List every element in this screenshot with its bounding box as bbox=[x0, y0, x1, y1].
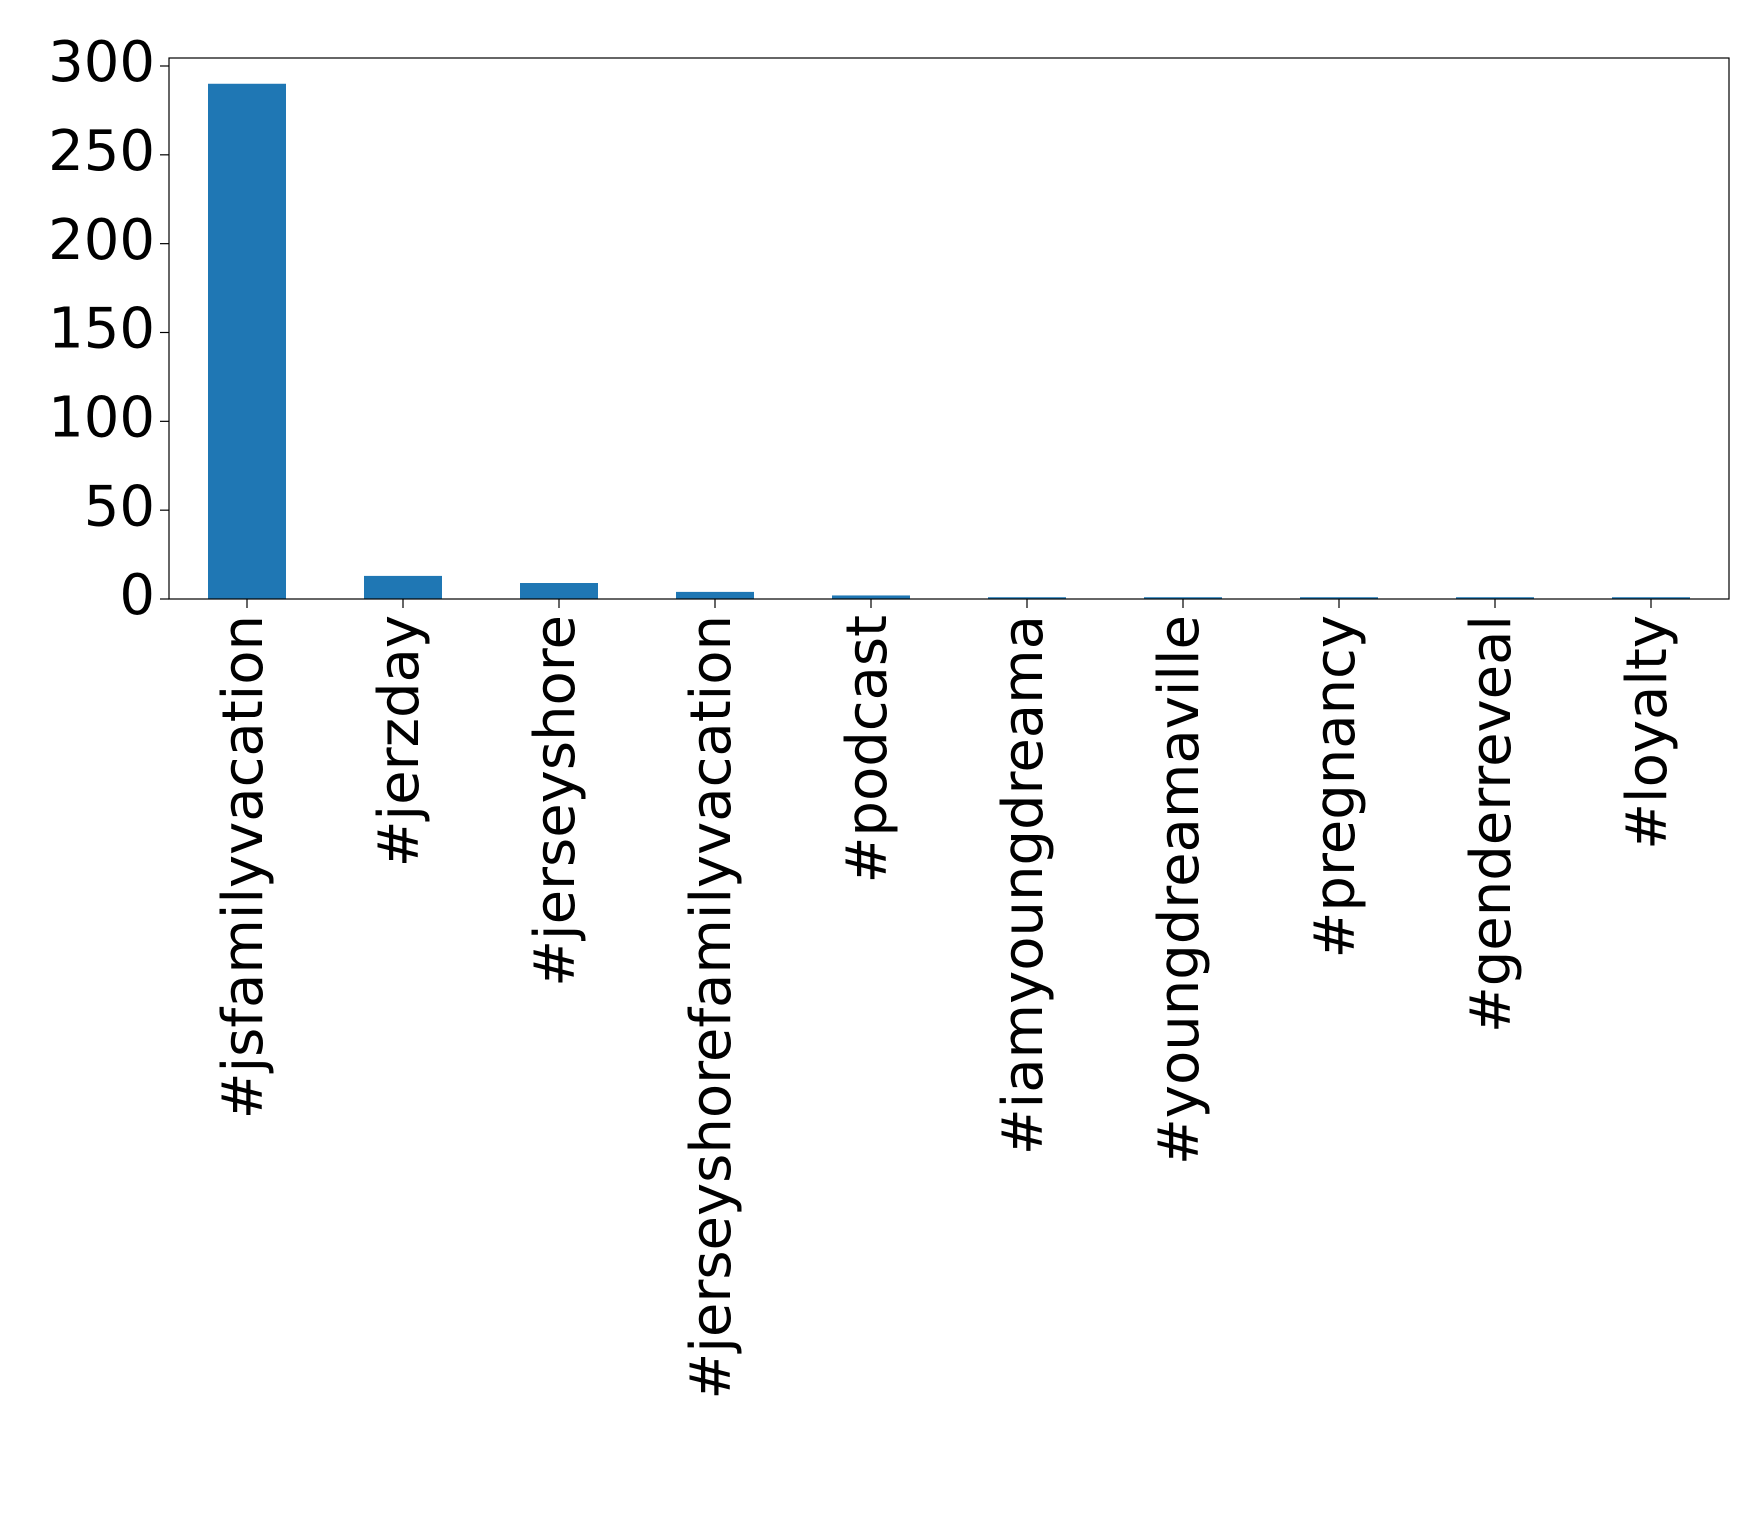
bar bbox=[208, 83, 286, 599]
plot-frame bbox=[168, 57, 1730, 600]
y-tick-label: 0 bbox=[119, 563, 155, 628]
bar bbox=[520, 583, 598, 599]
bar bbox=[1612, 597, 1690, 599]
x-tick-label: #jsfamilyvacation bbox=[211, 615, 276, 1119]
y-tick-label: 200 bbox=[48, 208, 155, 273]
bar bbox=[1300, 597, 1378, 599]
bar bbox=[1456, 597, 1534, 599]
x-tick-label: #podcast bbox=[835, 615, 900, 884]
y-tick-label: 300 bbox=[48, 30, 155, 95]
y-tick-label: 100 bbox=[48, 385, 155, 450]
x-tick-label: #loyalty bbox=[1615, 615, 1680, 850]
y-tick-label: 150 bbox=[48, 297, 155, 362]
x-tick-label: #jerseyshore bbox=[523, 615, 588, 987]
bar bbox=[832, 595, 910, 599]
x-tick-label: #genderreveal bbox=[1459, 615, 1524, 1033]
bar bbox=[364, 575, 442, 599]
x-tick-label: #iamyoungdreama bbox=[991, 615, 1056, 1155]
x-tick-label: #jerseyshorefamilyvacation bbox=[679, 615, 744, 1400]
y-tick-label: 50 bbox=[84, 474, 155, 539]
x-tick-label: #pregnancy bbox=[1303, 615, 1368, 959]
x-tick-label: #jerzday bbox=[367, 615, 432, 867]
y-tick-label: 250 bbox=[48, 119, 155, 184]
bar bbox=[1144, 597, 1222, 599]
bar bbox=[988, 597, 1066, 599]
bar bbox=[676, 591, 754, 599]
x-tick-label: #youngdreamaville bbox=[1147, 615, 1212, 1165]
